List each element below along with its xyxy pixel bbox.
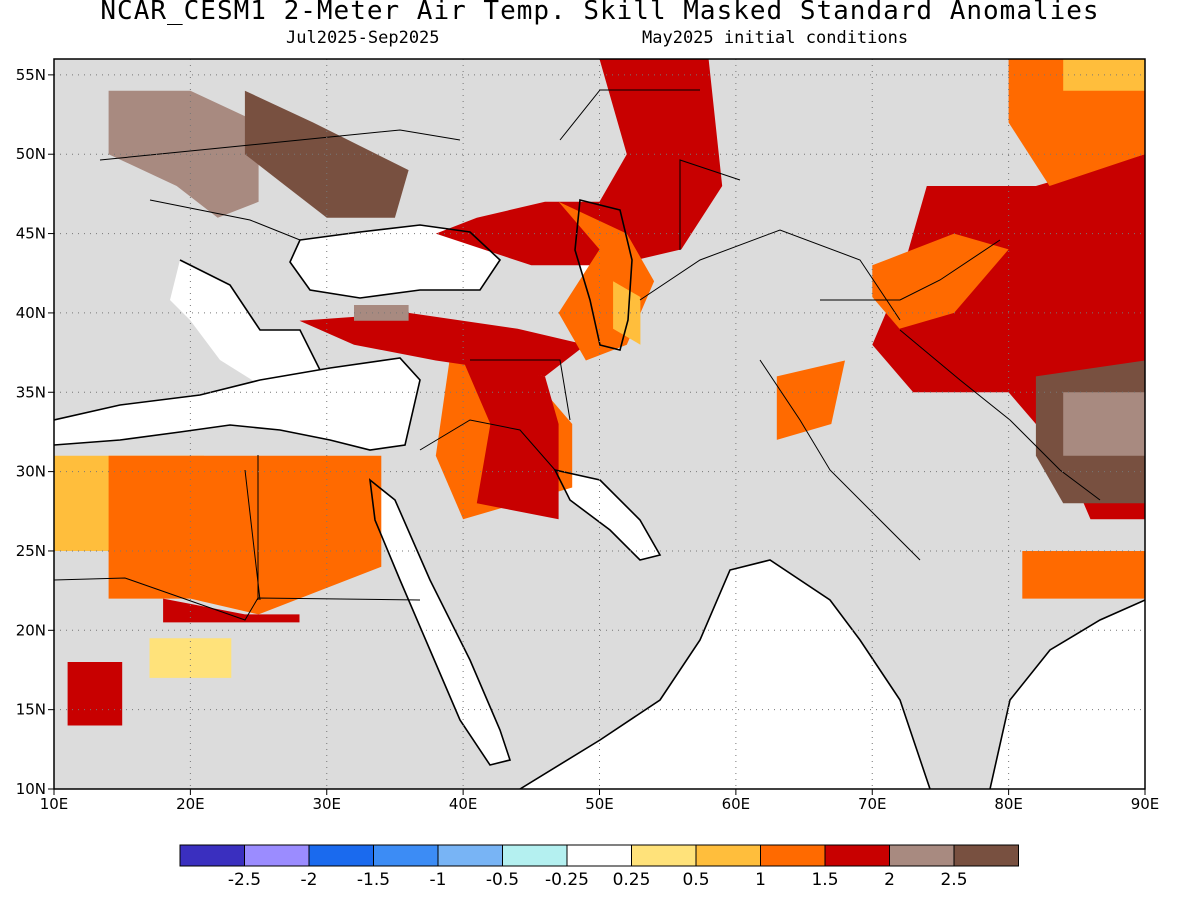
colorbar-label: -0.25 (545, 870, 589, 890)
forecast-period: Jul2025-Sep2025 (286, 28, 440, 48)
colorbar-label: 2 (884, 870, 895, 890)
colorbar-label: -2 (301, 870, 318, 890)
anomaly-region-20 (244, 90, 409, 218)
colorbar-swatch (179, 844, 245, 867)
anomaly-region-17 (1063, 392, 1145, 456)
initial-conditions: May2025 initial conditions (642, 28, 909, 48)
colorbar-swatch (244, 844, 310, 867)
colorbar-label: 1.5 (811, 870, 838, 890)
colorbar-label: -0.5 (486, 870, 519, 890)
map-title: NCAR_CESM1 2-Meter Air Temp. Skill Maske… (100, 0, 1100, 26)
black-sea (290, 225, 500, 298)
colorbar-label: -1 (430, 870, 447, 890)
lat-tick-label: 50N (16, 145, 46, 163)
lon-tick-label: 80E (994, 795, 1023, 813)
lat-tick-label: 20N (16, 621, 46, 639)
lon-tick-label: 20E (176, 795, 205, 813)
lat-tick-label: 10N (16, 780, 46, 798)
anomaly-region-7 (354, 305, 409, 321)
colorbar-swatch (889, 844, 955, 867)
colorbar-swatch (760, 844, 826, 867)
lat-tick-label: 35N (16, 383, 46, 401)
lon-tick-label: 10E (40, 795, 69, 813)
anomaly-region-19 (108, 90, 259, 218)
colorbar-label: -1.5 (357, 870, 390, 890)
anomaly-region-18 (1022, 551, 1145, 599)
mediterranean-sea (54, 358, 420, 450)
lon-tick-label: 50E (585, 795, 614, 813)
anomaly-region-5 (463, 360, 559, 520)
colorbar-swatch (695, 844, 761, 867)
colorbar-swatch (566, 844, 632, 867)
lat-tick-label: 45N (16, 225, 46, 243)
lon-tick-label: 90E (1131, 795, 1160, 813)
colorbar-label: 1 (755, 870, 766, 890)
colorbar-swatch (953, 844, 1019, 867)
anomaly-region-6 (299, 312, 586, 377)
lat-tick-label: 15N (16, 701, 46, 719)
red-sea (370, 480, 510, 765)
colorbar-swatch (824, 844, 890, 867)
lon-tick-label: 60E (722, 795, 751, 813)
anomaly-region-1 (108, 455, 382, 615)
adriatic-aegean-sea (170, 260, 320, 385)
colorbar-label: 2.5 (940, 870, 967, 890)
lat-tick-label: 40N (16, 304, 46, 322)
anomaly-region-2 (149, 638, 232, 678)
anomaly-region-15 (776, 360, 845, 440)
lat-tick-label: 25N (16, 542, 46, 560)
colorbar-label: 0.5 (682, 870, 709, 890)
colorbar-swatch (373, 844, 439, 867)
lat-tick-label: 30N (16, 463, 46, 481)
persian-gulf (555, 470, 660, 560)
anomaly-region-21 (67, 662, 123, 726)
anomaly-region-3 (163, 598, 300, 623)
anomaly-region-10 (613, 281, 641, 345)
coastlines (54, 198, 1145, 789)
colorbar-swatch (437, 844, 503, 867)
bay-of-bengal (990, 600, 1145, 789)
arabian-sea (520, 560, 930, 789)
colorbar-swatch (502, 844, 568, 867)
lon-tick-label: 30E (312, 795, 341, 813)
colorbar-swatch (631, 844, 697, 867)
lon-tick-label: 40E (449, 795, 478, 813)
anomaly-region-8 (435, 59, 723, 266)
lat-tick-label: 55N (16, 66, 46, 84)
colorbar-swatch (308, 844, 374, 867)
country-borders (54, 89, 1101, 621)
lon-tick-label: 70E (858, 795, 887, 813)
colorbar-label: -2.5 (228, 870, 261, 890)
colorbar-label: 0.25 (613, 870, 651, 890)
